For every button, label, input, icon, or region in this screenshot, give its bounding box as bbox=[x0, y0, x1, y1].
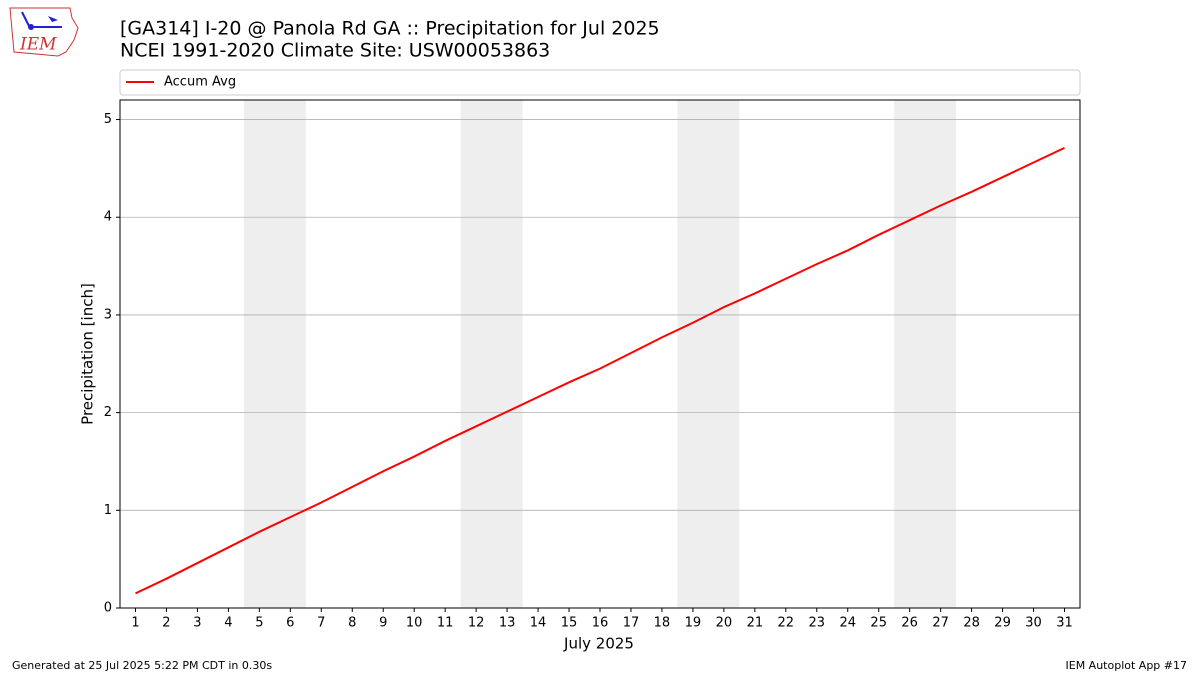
y-tick-label: 2 bbox=[104, 405, 112, 420]
x-tick-label: 11 bbox=[437, 616, 454, 631]
y-tick-label: 4 bbox=[104, 210, 112, 225]
footer-left: Generated at 25 Jul 2025 5:22 PM CDT in … bbox=[12, 659, 272, 672]
chart-subtitle: NCEI 1991-2020 Climate Site: USW00053863 bbox=[120, 40, 550, 62]
y-tick-label: 1 bbox=[104, 503, 112, 518]
weekend-shade bbox=[460, 100, 523, 608]
x-tick-label: 16 bbox=[592, 616, 609, 631]
x-tick-label: 6 bbox=[286, 616, 294, 631]
x-tick-label: 3 bbox=[193, 616, 201, 631]
x-tick-label: 22 bbox=[778, 616, 795, 631]
x-tick-label: 23 bbox=[809, 616, 826, 631]
x-axis-label: July 2025 bbox=[563, 635, 634, 653]
y-tick-label: 0 bbox=[104, 601, 112, 616]
x-tick-label: 7 bbox=[317, 616, 325, 631]
x-tick-label: 8 bbox=[348, 616, 356, 631]
x-tick-label: 25 bbox=[870, 616, 887, 631]
x-tick-label: 12 bbox=[468, 616, 485, 631]
x-tick-label: 15 bbox=[561, 616, 578, 631]
data-line bbox=[135, 146, 1065, 595]
x-tick-label: 31 bbox=[1056, 616, 1073, 631]
x-tick-label: 29 bbox=[994, 616, 1011, 631]
weekend-shade bbox=[894, 100, 957, 608]
x-tick-label: 4 bbox=[224, 616, 232, 631]
x-tick-label: 28 bbox=[963, 616, 980, 631]
logo-text: IEM bbox=[19, 35, 57, 55]
y-tick-label: 5 bbox=[104, 112, 112, 127]
plot-frame bbox=[119, 99, 1081, 609]
x-tick-label: 30 bbox=[1025, 616, 1042, 631]
x-tick-label: 19 bbox=[685, 616, 702, 631]
y-axis-label: Precipitation [inch] bbox=[79, 283, 97, 425]
x-tick-label: 9 bbox=[379, 616, 387, 631]
y-tick-label: 3 bbox=[104, 307, 112, 322]
x-tick-label: 1 bbox=[131, 616, 139, 631]
legend-box bbox=[119, 69, 1081, 96]
x-tick-label: 24 bbox=[839, 616, 856, 631]
weekend-shade bbox=[243, 100, 306, 608]
logo: IEM bbox=[9, 7, 79, 57]
footer-right: IEM Autoplot App #17 bbox=[1066, 659, 1188, 672]
x-tick-label: 26 bbox=[901, 616, 918, 631]
x-tick-label: 5 bbox=[255, 616, 263, 631]
weekend-shade bbox=[677, 100, 740, 608]
x-tick-label: 2 bbox=[162, 616, 170, 631]
legend-label: Accum Avg bbox=[164, 75, 236, 90]
x-tick-label: 18 bbox=[654, 616, 671, 631]
x-tick-label: 21 bbox=[747, 616, 764, 631]
x-tick-label: 14 bbox=[530, 616, 547, 631]
x-tick-label: 17 bbox=[623, 616, 640, 631]
chart-title: [GA314] I-20 @ Panola Rd GA :: Precipita… bbox=[120, 18, 660, 40]
x-tick-label: 13 bbox=[499, 616, 516, 631]
x-tick-label: 10 bbox=[406, 616, 423, 631]
x-tick-label: 20 bbox=[716, 616, 733, 631]
x-tick-label: 27 bbox=[932, 616, 949, 631]
